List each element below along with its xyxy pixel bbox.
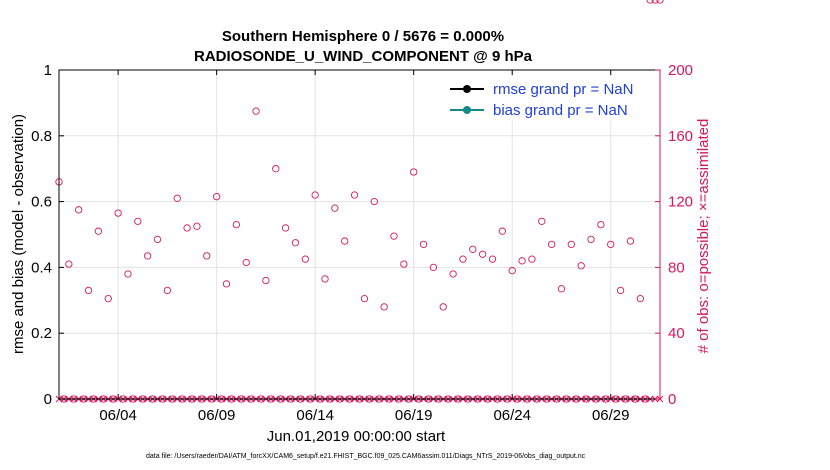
obs-possible-point bbox=[419, 240, 428, 249]
y-left-axis-ticks: 0 0.2 0.4 0.6 0.8 1 bbox=[31, 62, 64, 408]
obs-possible-point bbox=[331, 204, 339, 212]
x-tick-label: 06/24 bbox=[493, 407, 531, 424]
obs-possible-point bbox=[651, 0, 659, 4]
obs-possible-point bbox=[400, 260, 408, 268]
obs-possible-point bbox=[508, 267, 516, 275]
x-tick-label: 06/14 bbox=[296, 407, 334, 424]
legend-bias-marker bbox=[463, 106, 471, 114]
obs-possible-point bbox=[212, 193, 221, 201]
legend-rmse-marker bbox=[463, 85, 471, 93]
x-axis-ticks: 06/04 06/09 06/14 06/19 06/24 06/29 bbox=[99, 70, 630, 424]
obs-possible-point bbox=[410, 168, 418, 176]
obs-possible-point bbox=[370, 197, 378, 206]
obs-possible-point bbox=[341, 237, 349, 245]
x-tick-label: 06/29 bbox=[592, 407, 630, 424]
y-right-tick-label: 200 bbox=[668, 62, 693, 79]
obs-possible-point bbox=[567, 240, 575, 249]
obs-possible-point bbox=[173, 194, 181, 202]
obs-possible-point bbox=[94, 227, 103, 235]
obs-possible-point bbox=[114, 209, 122, 217]
obs-possible-point bbox=[636, 295, 644, 303]
y-right-tick-label: 40 bbox=[668, 325, 685, 342]
obs-possible-point bbox=[252, 107, 260, 115]
y-right-axis-label: # of obs: o=possible; ×=assimilated bbox=[695, 119, 712, 354]
obs-possible-point bbox=[350, 191, 359, 199]
obs-possible-point bbox=[183, 224, 191, 232]
obs-possible-point bbox=[557, 285, 566, 293]
x-axis-label: Jun.01,2019 00:00:00 start bbox=[267, 428, 446, 445]
obs-possible-point bbox=[518, 257, 526, 265]
obs-possible-point bbox=[262, 276, 270, 285]
obs-possible-point bbox=[488, 255, 497, 263]
y-right-tick-label: 120 bbox=[668, 194, 693, 211]
x-tick-label: 06/19 bbox=[395, 407, 433, 424]
obs-possible-point bbox=[449, 270, 457, 278]
obs-possible-point bbox=[144, 252, 152, 260]
chart-subtitle: RADIOSONDE_U_WIND_COMPONENT @ 9 hPa bbox=[194, 48, 533, 65]
obs-possible-point bbox=[646, 0, 654, 4]
y-right-axis-ticks: 0 40 80 120 160 200 bbox=[655, 62, 693, 408]
obs-possible-point bbox=[360, 295, 369, 303]
obs-possible-point bbox=[380, 303, 388, 311]
obs-possible-point bbox=[163, 286, 172, 295]
obs-possible-point bbox=[75, 206, 83, 214]
obs-possible-point bbox=[498, 227, 507, 235]
obs-possible-point bbox=[321, 275, 329, 283]
obs-possible-point bbox=[528, 255, 536, 263]
obs-possible-point bbox=[390, 232, 398, 240]
obs-possible-point bbox=[439, 303, 447, 311]
obs-possible-point bbox=[124, 270, 132, 278]
obs-possible-point bbox=[203, 252, 211, 260]
obs-possible-point bbox=[104, 295, 112, 303]
obs-possible-point bbox=[479, 250, 487, 258]
obs-possible-point bbox=[242, 258, 250, 267]
obs-possible-point bbox=[153, 235, 162, 244]
y-right-tick-label: 0 bbox=[668, 391, 676, 408]
data-file-footer: data file: /Users/raeder/DAI/ATM_forcXX/… bbox=[146, 453, 586, 460]
obs-possible-point bbox=[84, 286, 93, 295]
obs-possible-point bbox=[656, 0, 664, 4]
obs-possible-point bbox=[291, 239, 300, 247]
obs-possible-point bbox=[193, 222, 201, 230]
y-left-tick-label: 1 bbox=[44, 62, 52, 79]
obs-possible-point bbox=[311, 191, 319, 199]
y-left-axis-label: rmse and bias (model - observation) bbox=[10, 114, 27, 354]
obs-possible-point bbox=[547, 240, 556, 249]
y-left-tick-label: 0.8 bbox=[31, 128, 52, 145]
legend-bias-label: bias grand pr = NaN bbox=[493, 102, 628, 119]
obs-possible-point bbox=[538, 217, 546, 225]
obs-possible-point bbox=[272, 165, 280, 173]
obs-possible-point bbox=[301, 255, 309, 263]
x-tick-label: 06/09 bbox=[198, 407, 236, 424]
legend: rmse grand pr = NaN bias grand pr = NaN bbox=[439, 76, 656, 121]
obs-possible-point bbox=[577, 262, 585, 270]
y-left-tick-label: 0.6 bbox=[31, 194, 52, 211]
obs-possible-point bbox=[597, 220, 605, 229]
y-right-tick-label: 80 bbox=[668, 259, 685, 276]
obs-possible-point bbox=[429, 263, 438, 272]
obs-possible-point bbox=[469, 245, 477, 253]
y-left-tick-label: 0.4 bbox=[31, 259, 52, 276]
obs-possible-point bbox=[134, 217, 142, 225]
x-tick-label: 06/04 bbox=[99, 407, 137, 424]
obs-possible-point bbox=[232, 220, 240, 229]
obs-possible-point bbox=[587, 235, 595, 244]
y-right-tick-label: 160 bbox=[668, 128, 693, 145]
obs-possible-point bbox=[222, 280, 231, 288]
obs-possible-point bbox=[459, 255, 467, 263]
obs-possible-point bbox=[607, 240, 615, 249]
obs-possible-point bbox=[616, 286, 625, 295]
obs-possible-point bbox=[626, 237, 635, 245]
legend-box bbox=[439, 76, 656, 121]
obs-possible-point bbox=[281, 224, 290, 232]
y-left-tick-label: 0 bbox=[44, 391, 52, 408]
obs-possible-point bbox=[65, 260, 73, 268]
y-left-tick-label: 0.2 bbox=[31, 325, 52, 342]
chart-title: Southern Hemisphere 0 / 5676 = 0.000% bbox=[222, 28, 504, 45]
legend-rmse-label: rmse grand pr = NaN bbox=[493, 81, 633, 98]
